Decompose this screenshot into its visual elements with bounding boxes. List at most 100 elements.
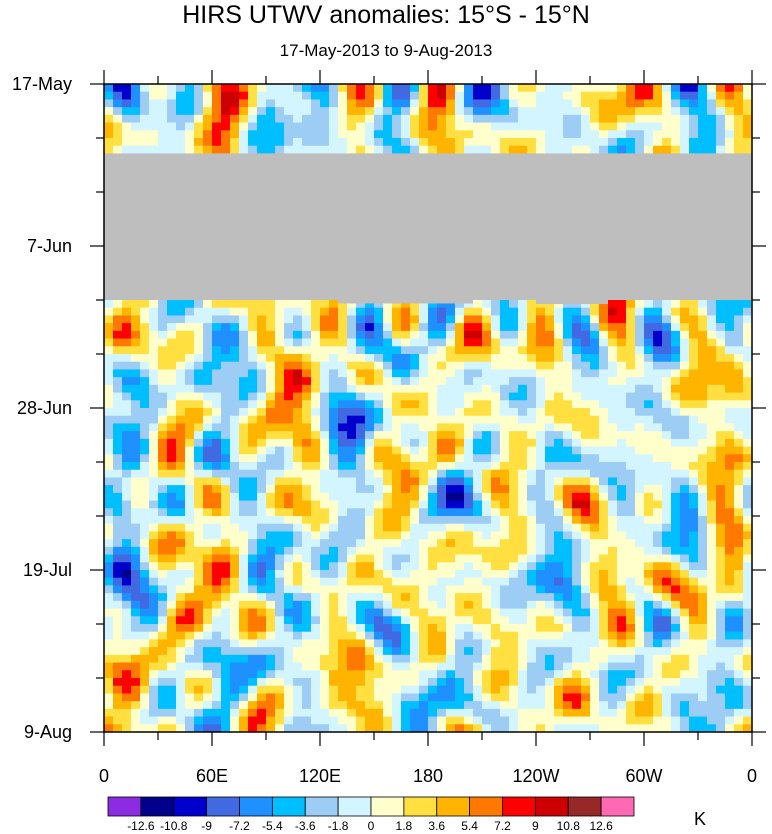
- field-cell: [221, 145, 231, 155]
- field-cell: [275, 423, 285, 432]
- field-cell: [275, 577, 285, 587]
- field-cell: [374, 338, 384, 347]
- field-cell: [365, 392, 375, 401]
- field-cell: [590, 454, 600, 463]
- field-cell: [131, 377, 141, 386]
- field-cell: [734, 354, 744, 363]
- field-cell: [122, 570, 132, 579]
- field-cell: [185, 338, 195, 347]
- field-cell: [140, 338, 150, 347]
- field-cell: [113, 562, 123, 571]
- field-cell: [662, 577, 672, 587]
- field-cell: [545, 423, 555, 432]
- field-cell: [176, 446, 186, 455]
- field-cell: [131, 531, 141, 540]
- field-cell: [329, 377, 339, 386]
- field-cell: [392, 462, 402, 471]
- field-cell: [689, 91, 699, 101]
- field-cell: [374, 600, 384, 610]
- field-cell: [509, 577, 519, 587]
- field-cell: [140, 485, 150, 494]
- field-cell: [734, 408, 744, 417]
- field-cell: [671, 523, 681, 533]
- field-cell: [401, 330, 411, 340]
- field-cell: [374, 462, 384, 471]
- field-cell: [572, 145, 582, 155]
- field-cell: [302, 99, 312, 108]
- field-cell: [104, 585, 114, 594]
- field-cell: [482, 138, 492, 147]
- field-cell: [671, 438, 681, 448]
- field-cell: [518, 500, 528, 509]
- field-cell: [374, 315, 384, 324]
- field-cell: [536, 114, 546, 124]
- field-cell: [311, 361, 321, 371]
- field-cell: [707, 392, 717, 401]
- field-cell: [455, 415, 465, 425]
- field-cell: [599, 446, 609, 455]
- field-cell: [410, 130, 420, 139]
- field-cell: [293, 577, 303, 587]
- field-cell: [419, 99, 429, 108]
- field-cell: [572, 361, 582, 371]
- field-cell: [338, 377, 348, 386]
- field-cell: [554, 415, 564, 425]
- field-cell: [482, 508, 492, 517]
- field-cell: [500, 462, 510, 471]
- field-cell: [482, 400, 492, 409]
- field-cell: [608, 516, 618, 525]
- field-cell: [275, 354, 285, 363]
- field-cell: [221, 346, 231, 355]
- field-cell: [338, 462, 348, 471]
- field-cell: [653, 130, 663, 139]
- field-cell: [500, 554, 510, 563]
- field-cell: [410, 84, 420, 93]
- field-cell: [410, 508, 420, 517]
- field-cell: [347, 462, 357, 471]
- field-cell: [599, 523, 609, 533]
- field-cell: [671, 130, 681, 139]
- field-cell: [284, 346, 294, 355]
- field-cell: [572, 492, 582, 502]
- field-cell: [653, 354, 663, 363]
- field-cell: [473, 307, 483, 317]
- field-cell: [725, 431, 735, 440]
- field-cell: [221, 454, 231, 463]
- field-cell: [167, 593, 177, 602]
- field-cell: [356, 130, 366, 139]
- field-cell: [455, 446, 465, 455]
- field-cell: [509, 446, 519, 455]
- field-cell: [167, 431, 177, 440]
- field-cell: [356, 516, 366, 525]
- field-cell: [464, 562, 474, 571]
- field-cell: [725, 539, 735, 548]
- field-cell: [275, 523, 285, 533]
- field-cell: [563, 585, 573, 594]
- field-cell: [446, 570, 456, 579]
- field-cell: [716, 469, 726, 479]
- field-cell: [230, 608, 240, 617]
- field-cell: [599, 539, 609, 548]
- field-cell: [428, 570, 438, 579]
- field-cell: [221, 323, 231, 332]
- field-cell: [725, 546, 735, 556]
- field-cell: [635, 307, 645, 317]
- field-cell: [185, 300, 195, 309]
- field-cell: [590, 346, 600, 355]
- field-cell: [194, 438, 204, 448]
- field-cell: [140, 469, 150, 479]
- field-cell: [473, 114, 483, 124]
- field-cell: [536, 384, 546, 394]
- field-cell: [644, 438, 654, 448]
- field-cell: [113, 323, 123, 332]
- field-cell: [401, 114, 411, 124]
- field-cell: [113, 539, 123, 548]
- field-cell: [392, 492, 402, 502]
- field-cell: [401, 338, 411, 347]
- field-cell: [563, 516, 573, 525]
- field-cell: [383, 516, 393, 525]
- field-cell: [617, 570, 627, 579]
- field-cell: [383, 392, 393, 401]
- field-cell: [284, 330, 294, 340]
- field-cell: [644, 408, 654, 417]
